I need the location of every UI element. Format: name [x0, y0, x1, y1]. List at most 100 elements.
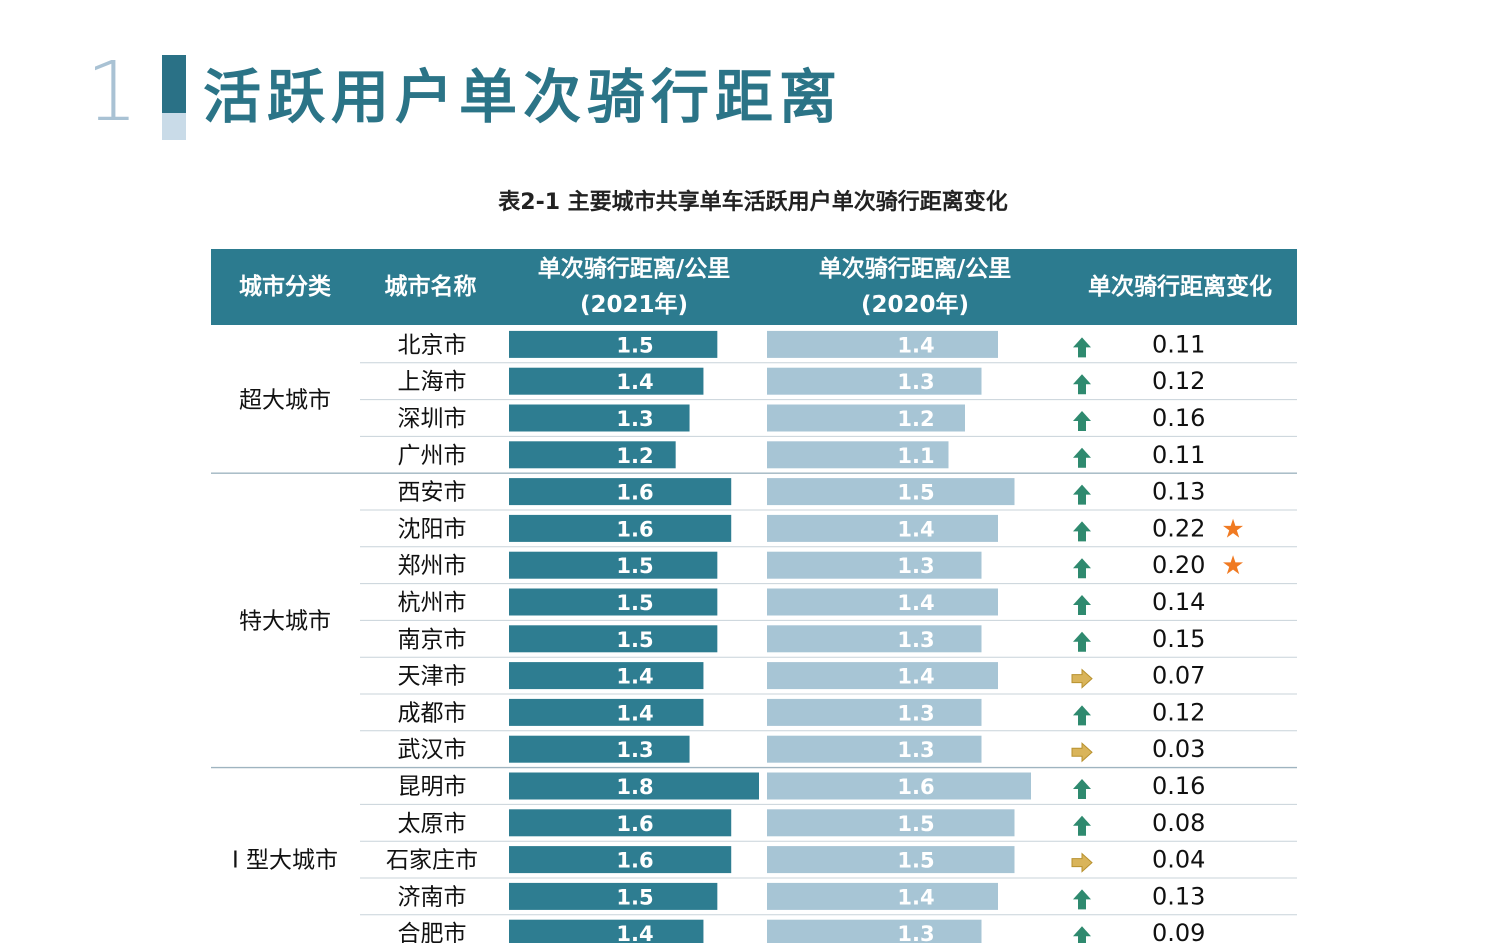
bar-2020: [767, 625, 982, 653]
header-2021-line1: 单次骑行距离/公里: [537, 256, 731, 282]
up-arrow-icon: [1073, 631, 1091, 652]
right-arrow-icon: [1071, 852, 1093, 873]
city-name: 天津市: [398, 664, 467, 690]
change-value: 0.04: [1152, 846, 1205, 874]
up-arrow-icon: [1073, 558, 1091, 579]
change-value: 0.08: [1152, 809, 1205, 837]
bar-2021-label: 1.4: [616, 922, 653, 943]
header-category-label: 城市分类: [239, 274, 331, 300]
city-name: 沈阳市: [398, 516, 467, 542]
bar-2020: [767, 919, 982, 943]
change-value: 0.20: [1152, 551, 1205, 579]
bar-2020-label: 1.3: [897, 701, 934, 725]
city-name: 西安市: [398, 480, 467, 506]
change-value: 0.03: [1152, 735, 1205, 763]
bar-2020-label: 1.3: [897, 922, 934, 943]
change-value: 0.13: [1152, 478, 1205, 506]
change-value: 0.14: [1152, 588, 1205, 616]
change-value: 0.12: [1152, 367, 1205, 395]
bar-2021: [509, 441, 676, 469]
category-label: I 型大城市: [232, 848, 338, 874]
right-arrow-icon: [1071, 742, 1093, 763]
bar-2021-label: 1.5: [616, 628, 653, 652]
bar-2020-label: 1.2: [897, 407, 934, 431]
section-number: 1: [86, 45, 139, 140]
bar-2020-label: 1.3: [897, 370, 934, 394]
city-name: 北京市: [398, 332, 467, 358]
city-name: 昆明市: [398, 774, 467, 800]
bar-2021-label: 1.5: [616, 885, 653, 909]
change-value: 0.11: [1152, 441, 1205, 469]
bar-2020: [767, 441, 949, 469]
bar-2020-label: 1.4: [897, 591, 934, 615]
city-name: 济南市: [398, 884, 467, 910]
bar-2020: [767, 846, 1015, 874]
bar-2021-label: 1.6: [616, 849, 653, 873]
bar-2021: [509, 698, 704, 726]
up-arrow-icon: [1073, 815, 1091, 836]
bar-2021-label: 1.4: [616, 665, 653, 689]
header-2021: 单次骑行距离/公里 (2021年): [507, 249, 761, 325]
bar-2020-label: 1.5: [897, 812, 934, 836]
bar-2021: [509, 772, 759, 800]
star-icon: ★: [1221, 514, 1244, 544]
bar-2020: [767, 662, 998, 690]
bar-2020-label: 1.5: [897, 481, 934, 505]
bar-2020-label: 1.4: [897, 517, 934, 541]
up-arrow-icon: [1073, 595, 1091, 615]
bar-2021-label: 1.3: [616, 738, 653, 762]
section-accent-bar-light: [162, 113, 186, 140]
up-arrow-icon: [1073, 926, 1091, 943]
bar-2021: [509, 919, 704, 943]
star-icon: ★: [1221, 551, 1244, 581]
bar-2021: [509, 588, 718, 616]
up-arrow-icon: [1073, 889, 1091, 910]
up-arrow-icon: [1073, 374, 1091, 395]
bar-2020-label: 1.3: [897, 738, 934, 762]
change-value: 0.11: [1152, 330, 1205, 358]
bar-2020-label: 1.4: [897, 885, 934, 909]
bar-2021-label: 1.2: [616, 444, 653, 468]
header-change: 单次骑行距离变化: [1063, 249, 1297, 325]
header-2021-line2: (2021年): [579, 292, 689, 318]
bar-2021-label: 1.5: [616, 333, 653, 357]
up-arrow-icon: [1073, 411, 1091, 431]
change-value: 0.13: [1152, 882, 1205, 910]
up-arrow-icon: [1073, 484, 1091, 505]
bar-2021-label: 1.6: [616, 481, 653, 505]
header-category: 城市分类: [211, 249, 359, 325]
bar-2021-label: 1.4: [616, 701, 653, 725]
city-name: 武汉市: [398, 737, 467, 763]
bar-2021: [509, 882, 718, 910]
bar-2020-label: 1.1: [897, 444, 934, 468]
bar-2021: [509, 809, 732, 837]
bar-2020: [767, 772, 1031, 800]
up-arrow-icon: [1073, 447, 1091, 468]
city-name: 深圳市: [398, 406, 467, 432]
header-2020-line1: 单次骑行距离/公里: [818, 256, 1012, 282]
bar-2020: [767, 404, 965, 432]
bar-2021-label: 1.4: [616, 370, 653, 394]
bar-2021: [509, 735, 690, 763]
city-name: 石家庄市: [386, 848, 478, 874]
category-label: 超大城市: [239, 388, 331, 414]
bar-2021: [509, 551, 718, 579]
table-caption: 表2-1 主要城市共享单车活跃用户单次骑行距离变化: [498, 190, 1008, 215]
city-name: 成都市: [398, 700, 467, 726]
bar-2020: [767, 735, 982, 763]
right-arrow-icon: [1071, 668, 1093, 689]
bar-2021: [509, 846, 732, 874]
city-name: 郑州市: [398, 553, 467, 579]
header-2020: 单次骑行距离/公里 (2020年): [767, 249, 1063, 325]
bar-2021-label: 1.6: [616, 517, 653, 541]
bar-2020: [767, 588, 998, 616]
bar-2020-label: 1.6: [897, 775, 934, 799]
bar-2021: [509, 625, 718, 653]
bar-2021-label: 1.3: [616, 407, 653, 431]
header-2020-line2: (2020年): [860, 292, 970, 318]
change-value: 0.16: [1152, 772, 1205, 800]
header-city: 城市名称: [359, 249, 502, 325]
change-value: 0.12: [1152, 698, 1205, 726]
header-city-label: 城市名称: [384, 274, 477, 300]
bar-2020: [767, 367, 982, 395]
